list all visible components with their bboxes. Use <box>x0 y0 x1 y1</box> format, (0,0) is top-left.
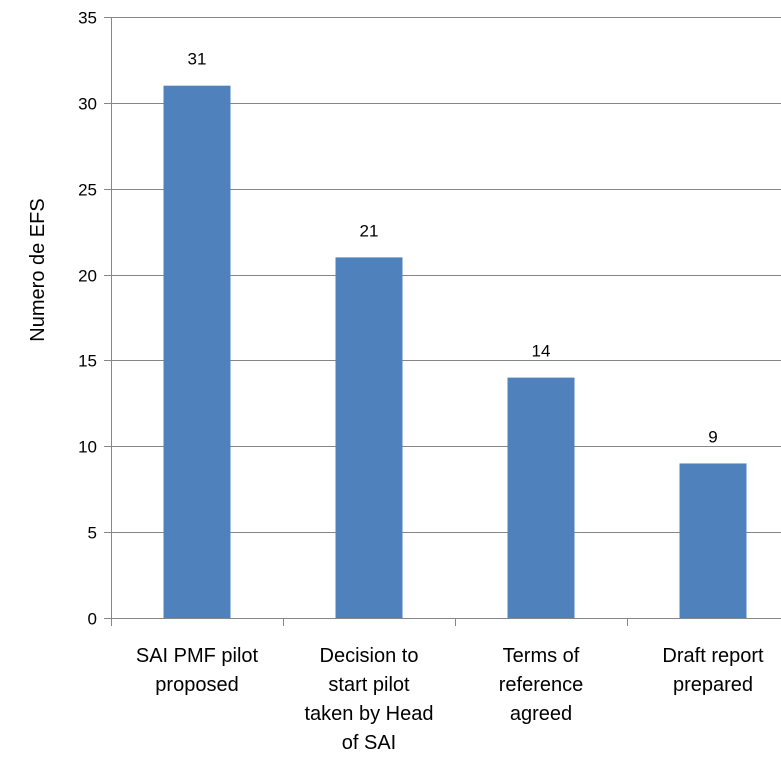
bar-value-label: 14 <box>532 342 551 361</box>
y-tick-label: 5 <box>88 524 97 543</box>
x-category-label: Draft report prepared <box>662 645 764 696</box>
y-tick-label: 20 <box>78 267 97 286</box>
x-category-label-line: Terms of <box>503 645 580 667</box>
y-tick-label: 25 <box>78 181 97 200</box>
y-tick-label: 30 <box>78 95 97 114</box>
x-category-label-line: SAI PMF pilot <box>136 645 259 667</box>
bar <box>335 257 403 618</box>
bar <box>163 85 231 618</box>
x-category-label-line: prepared <box>673 674 753 696</box>
axes <box>104 17 781 626</box>
x-category-label-line: start pilot <box>328 674 410 696</box>
x-category-label-line: of SAI <box>342 732 396 754</box>
x-category-label: SAI PMF pilot proposed <box>136 645 259 696</box>
y-tick-label: 10 <box>78 438 97 457</box>
y-tick-label: 0 <box>88 610 97 629</box>
bar <box>679 463 747 618</box>
x-category-label-line: Draft report <box>662 645 764 667</box>
x-category-label-line: agreed <box>510 703 572 725</box>
x-category-label-line: taken by Head <box>305 703 434 725</box>
y-tick-label: 15 <box>78 352 97 371</box>
labels: 0 5 10 15 20 25 30 35 31 SAI PMF pilot proposed 21 D… <box>78 9 764 755</box>
x-category-label-line: reference <box>499 674 584 696</box>
y-tick-label: 35 <box>78 9 97 28</box>
bar-value-label: 9 <box>708 427 717 446</box>
bar-value-label: 31 <box>188 50 207 69</box>
x-category-label: Terms of reference agreed <box>499 645 584 725</box>
bars <box>163 85 747 618</box>
x-category-label: Decision to start pilot taken by Head of SA… <box>305 645 434 754</box>
x-category-label-line: Decision to <box>320 645 419 667</box>
x-category-label-line: proposed <box>155 674 238 696</box>
y-axis-title: Numero de EFS <box>27 198 49 341</box>
bar-value-label: 21 <box>360 221 379 240</box>
bar <box>507 377 575 618</box>
